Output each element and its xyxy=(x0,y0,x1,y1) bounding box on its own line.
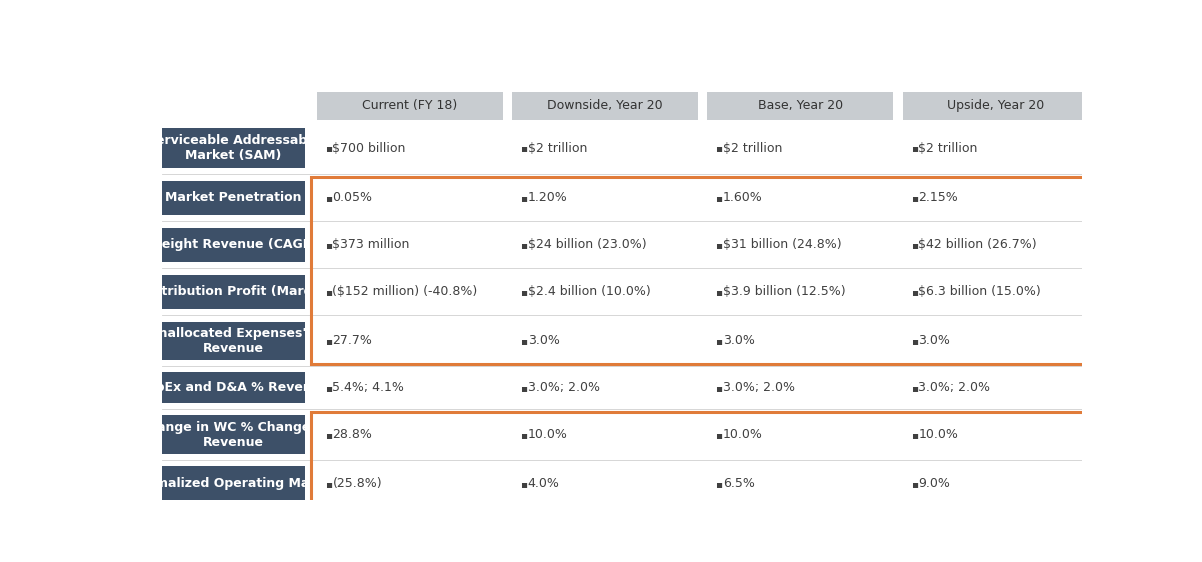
Text: Current (FY 18): Current (FY 18) xyxy=(362,99,458,112)
Text: Base, Year 20: Base, Year 20 xyxy=(758,99,843,112)
Text: ▪: ▪ xyxy=(520,430,526,439)
Text: ▪: ▪ xyxy=(715,383,722,393)
Bar xyxy=(162,228,305,262)
Bar xyxy=(903,92,1089,120)
Text: Contribution Profit (Margin): Contribution Profit (Margin) xyxy=(136,285,332,298)
Text: $373 million: $373 million xyxy=(333,238,410,251)
Text: ▪: ▪ xyxy=(715,479,722,488)
Text: 3.0%; 2.0%: 3.0%; 2.0% xyxy=(528,381,600,395)
Text: $2.4 billion (10.0%): $2.4 billion (10.0%) xyxy=(528,285,650,298)
Text: ▪: ▪ xyxy=(325,479,332,488)
Text: Change in WC % Change in
Revenue: Change in WC % Change in Revenue xyxy=(139,421,328,448)
Text: ▪: ▪ xyxy=(715,287,722,297)
Text: $2 trillion: $2 trillion xyxy=(722,142,783,155)
Text: CapEx and D&A % Revenue: CapEx and D&A % Revenue xyxy=(138,381,329,395)
Bar xyxy=(162,321,305,360)
Text: ▪: ▪ xyxy=(911,193,917,203)
Text: 5.4%; 4.1%: 5.4%; 4.1% xyxy=(333,381,404,395)
Text: ▪: ▪ xyxy=(715,336,722,346)
Text: $3.9 billion (12.5%): $3.9 billion (12.5%) xyxy=(722,285,845,298)
Text: ▪: ▪ xyxy=(911,287,917,297)
Text: ▪: ▪ xyxy=(325,287,332,297)
Text: Freight Revenue (CAGR): Freight Revenue (CAGR) xyxy=(148,238,319,251)
Bar xyxy=(162,275,305,309)
Text: $24 billion (23.0%): $24 billion (23.0%) xyxy=(528,238,647,251)
Text: Market Penetration: Market Penetration xyxy=(166,192,302,205)
Text: $700 billion: $700 billion xyxy=(333,142,406,155)
Text: ▪: ▪ xyxy=(520,193,526,203)
Text: ▪: ▪ xyxy=(911,383,917,393)
Bar xyxy=(310,177,1095,364)
Text: ($152 million) (-40.8%): ($152 million) (-40.8%) xyxy=(333,285,477,298)
Text: $42 billion (26.7%): $42 billion (26.7%) xyxy=(918,238,1037,251)
Text: ▪: ▪ xyxy=(520,479,526,488)
Text: ▪: ▪ xyxy=(520,287,526,297)
Text: Normalized Operating Margin: Normalized Operating Margin xyxy=(130,477,338,490)
Text: 1.20%: 1.20% xyxy=(528,192,567,205)
Bar xyxy=(162,373,305,403)
Bar xyxy=(162,180,305,215)
Text: ▪: ▪ xyxy=(715,430,722,439)
Text: ▪: ▪ xyxy=(325,240,332,250)
Text: ▪: ▪ xyxy=(520,240,526,250)
Text: Serviceable Addressable
Market (SAM): Serviceable Addressable Market (SAM) xyxy=(147,134,320,162)
Text: 3.0%: 3.0% xyxy=(722,334,755,347)
Text: $31 billion (24.8%): $31 billion (24.8%) xyxy=(722,238,841,251)
Text: 3.0%: 3.0% xyxy=(918,334,950,347)
Text: 0.05%: 0.05% xyxy=(333,192,373,205)
Text: "Unallocated Expenses" %
Revenue: "Unallocated Expenses" % Revenue xyxy=(142,327,326,355)
Text: ▪: ▪ xyxy=(911,143,917,153)
Text: $2 trillion: $2 trillion xyxy=(528,142,587,155)
Text: ▪: ▪ xyxy=(325,383,332,393)
Text: ▪: ▪ xyxy=(520,383,526,393)
Bar xyxy=(708,92,893,120)
Text: 9.0%: 9.0% xyxy=(918,477,950,490)
Text: ▪: ▪ xyxy=(911,430,917,439)
Bar xyxy=(162,128,305,168)
Bar xyxy=(317,92,502,120)
Text: 3.0%; 2.0%: 3.0%; 2.0% xyxy=(722,381,795,395)
Text: 10.0%: 10.0% xyxy=(528,428,567,441)
Bar xyxy=(162,415,305,454)
Text: ▪: ▪ xyxy=(715,143,722,153)
Text: 3.0%: 3.0% xyxy=(528,334,560,347)
Bar xyxy=(512,92,698,120)
Text: ▪: ▪ xyxy=(715,193,722,203)
Text: (25.8%): (25.8%) xyxy=(333,477,382,490)
Text: 6.5%: 6.5% xyxy=(722,477,755,490)
Text: 27.7%: 27.7% xyxy=(333,334,373,347)
Text: ▪: ▪ xyxy=(911,479,917,488)
Text: 2.15%: 2.15% xyxy=(918,192,958,205)
Text: ▪: ▪ xyxy=(325,143,332,153)
Text: Upside, Year 20: Upside, Year 20 xyxy=(947,99,1045,112)
Text: Downside, Year 20: Downside, Year 20 xyxy=(547,99,664,112)
Text: ▪: ▪ xyxy=(520,336,526,346)
Text: $2 trillion: $2 trillion xyxy=(918,142,977,155)
Bar xyxy=(310,411,1095,505)
Text: ▪: ▪ xyxy=(325,430,332,439)
Text: $6.3 billion (15.0%): $6.3 billion (15.0%) xyxy=(918,285,1041,298)
Text: 10.0%: 10.0% xyxy=(722,428,763,441)
Text: ▪: ▪ xyxy=(911,240,917,250)
Text: ▪: ▪ xyxy=(325,336,332,346)
Text: ▪: ▪ xyxy=(325,193,332,203)
Text: 4.0%: 4.0% xyxy=(528,477,560,490)
Text: ▪: ▪ xyxy=(911,336,917,346)
Text: 28.8%: 28.8% xyxy=(333,428,373,441)
Text: 3.0%; 2.0%: 3.0%; 2.0% xyxy=(918,381,990,395)
Text: ▪: ▪ xyxy=(715,240,722,250)
Bar xyxy=(162,466,305,501)
Text: 10.0%: 10.0% xyxy=(918,428,958,441)
Text: 1.60%: 1.60% xyxy=(722,192,763,205)
Text: ▪: ▪ xyxy=(520,143,526,153)
